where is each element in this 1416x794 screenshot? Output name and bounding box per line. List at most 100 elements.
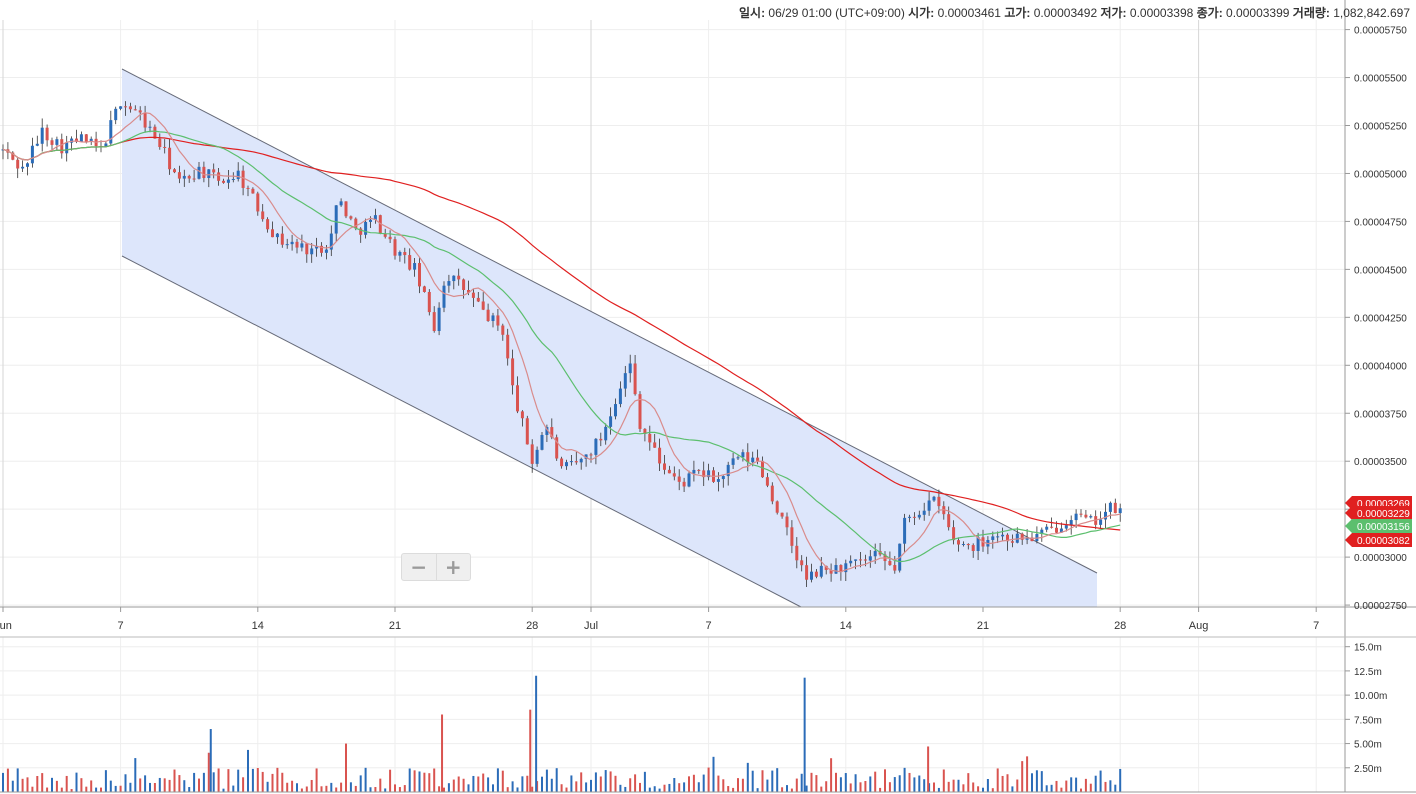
volume-bar bbox=[653, 786, 656, 792]
volume-bar bbox=[95, 787, 98, 792]
volume-bar bbox=[839, 777, 842, 792]
volume-bar bbox=[36, 776, 39, 792]
volume-tick-label: 12.5m bbox=[1354, 667, 1382, 678]
volume-bar bbox=[70, 789, 73, 792]
candle bbox=[599, 432, 603, 447]
price-tag: 0.00003082 bbox=[1345, 533, 1412, 547]
candle bbox=[222, 178, 225, 184]
volume-bar bbox=[506, 787, 509, 792]
volume-bar bbox=[570, 775, 573, 792]
candle bbox=[761, 456, 764, 478]
volume-bar bbox=[266, 781, 269, 792]
volume-bar bbox=[413, 770, 416, 792]
candle bbox=[648, 425, 652, 451]
volume-bar bbox=[1109, 780, 1112, 792]
candle bbox=[1025, 528, 1029, 545]
volume-bar bbox=[756, 788, 759, 792]
volume-bar bbox=[717, 775, 720, 792]
header-value: 0.00003399 bbox=[1226, 6, 1290, 20]
volume-bar bbox=[560, 784, 563, 792]
volume-bar bbox=[947, 781, 950, 792]
volume-bar bbox=[639, 782, 641, 792]
candle bbox=[70, 136, 74, 151]
header-label: 일시: bbox=[739, 6, 768, 20]
volume-bar bbox=[967, 773, 970, 792]
candle bbox=[55, 136, 59, 150]
volume-bar bbox=[746, 762, 749, 792]
volume-bar bbox=[149, 782, 151, 792]
volume-bar bbox=[2, 772, 4, 792]
candle bbox=[305, 242, 309, 263]
candle bbox=[491, 312, 495, 328]
volume-bar bbox=[1031, 773, 1033, 792]
volume-bar bbox=[805, 785, 808, 792]
volume-bar bbox=[492, 784, 494, 792]
volume-bar bbox=[683, 782, 686, 792]
trend-channel bbox=[122, 69, 1097, 607]
candle bbox=[922, 502, 926, 521]
volume-bar bbox=[668, 783, 671, 792]
header-value: 06/29 01:00 (UTC+09:00) bbox=[768, 6, 904, 20]
volume-bar bbox=[629, 778, 632, 792]
x-tick-label: Jul bbox=[584, 620, 598, 632]
candle bbox=[991, 531, 995, 549]
candle bbox=[721, 475, 725, 488]
moving-average-mid-line bbox=[2, 130, 1121, 563]
candle bbox=[555, 434, 559, 461]
candle bbox=[663, 454, 666, 475]
x-tick-label: 14 bbox=[252, 620, 264, 632]
candle bbox=[124, 101, 127, 116]
candle bbox=[579, 457, 583, 470]
volume-bar bbox=[815, 775, 818, 792]
volume-bar bbox=[114, 785, 117, 792]
volume-bar bbox=[193, 772, 196, 792]
candle bbox=[251, 187, 255, 194]
volume-bar bbox=[908, 772, 911, 792]
volume-bar bbox=[403, 785, 406, 792]
candle bbox=[814, 569, 818, 579]
volume-bar bbox=[296, 783, 298, 792]
zoom-out-button[interactable]: − bbox=[410, 555, 428, 579]
volume-bar bbox=[300, 788, 303, 792]
volume-bar bbox=[173, 769, 176, 792]
volume-bar bbox=[541, 776, 543, 792]
volume-bar bbox=[575, 781, 578, 792]
volume-bar bbox=[830, 758, 833, 792]
volume-bar bbox=[256, 768, 259, 792]
volume-bar bbox=[751, 770, 754, 792]
volume-bar bbox=[918, 775, 921, 792]
candle bbox=[633, 354, 637, 396]
ohlc-header: 일시: 06/29 01:00 (UTC+09:00) 시가: 0.000034… bbox=[739, 5, 1410, 20]
volume-bar bbox=[124, 774, 127, 792]
volume-bar bbox=[100, 787, 102, 792]
price-tag-label: 0.00003229 bbox=[1357, 509, 1410, 520]
zoom-in-button[interactable]: + bbox=[435, 554, 471, 580]
volume-bar bbox=[183, 780, 186, 792]
candle bbox=[540, 431, 544, 451]
volume-bar bbox=[835, 772, 837, 792]
candle bbox=[1113, 498, 1117, 514]
volume-bar bbox=[888, 782, 891, 792]
candle bbox=[373, 208, 377, 224]
volume-bar bbox=[771, 770, 774, 792]
volume-bar bbox=[849, 783, 852, 792]
candle bbox=[1040, 527, 1044, 542]
y-tick-label: 0.00003000 bbox=[1354, 553, 1407, 564]
volume-bar bbox=[643, 771, 646, 792]
candle bbox=[770, 482, 774, 505]
volume-bar bbox=[982, 787, 984, 792]
volume-bar bbox=[624, 786, 627, 792]
volume-bar bbox=[178, 775, 181, 792]
candle bbox=[741, 449, 745, 462]
volume-bar bbox=[859, 782, 862, 792]
y-tick-label: 0.00003500 bbox=[1354, 457, 1407, 468]
volume-bar bbox=[330, 782, 333, 792]
candle bbox=[893, 555, 897, 574]
volume-bar bbox=[942, 769, 945, 792]
candle bbox=[702, 461, 706, 487]
header-value: 0.00003492 bbox=[1034, 6, 1098, 20]
candle bbox=[173, 168, 176, 174]
volume-bar bbox=[790, 788, 793, 792]
volume-spike-bar bbox=[803, 677, 806, 792]
